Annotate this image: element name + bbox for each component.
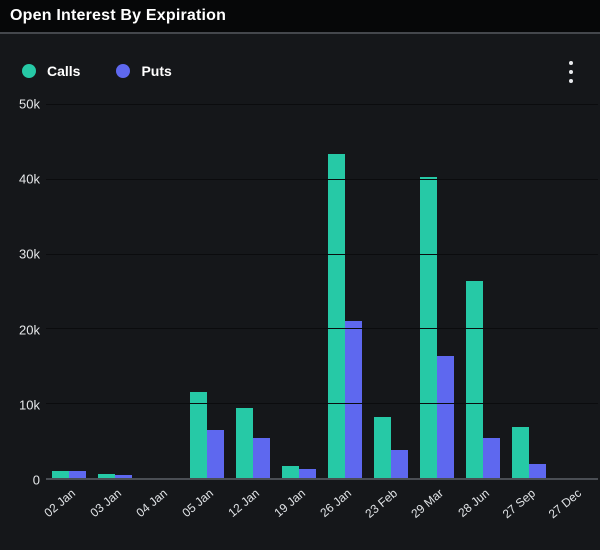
bar-group-05-jan [184, 104, 230, 478]
x-tick-03-jan: 03 Jan [87, 486, 124, 520]
gridline-30k [46, 253, 598, 255]
x-tick-26-jan: 26 Jan [317, 486, 354, 520]
y-tick-30k: 30k [19, 246, 40, 262]
bar-group-26-jan [322, 104, 368, 478]
bar-group-12-jan [230, 104, 276, 478]
bar-group-02-jan [46, 104, 92, 478]
bar-puts-28-jun[interactable] [483, 438, 500, 478]
bar-calls-23-feb[interactable] [374, 416, 391, 478]
bar-calls-05-jan[interactable] [190, 391, 207, 478]
x-tick-05-jan: 05 Jan [179, 486, 216, 520]
calls-legend-label: Calls [47, 63, 81, 79]
bar-groups [46, 104, 598, 478]
bar-group-03-jan [92, 104, 138, 478]
y-tick-0: 0 [32, 472, 40, 488]
gridline-20k [46, 328, 598, 330]
x-tick-27-dec: 27 Dec [545, 486, 584, 522]
x-tick-28-jun: 28 Jun [455, 486, 492, 520]
bar-group-04-jan [138, 104, 184, 478]
kebab-menu-icon[interactable] [564, 57, 578, 87]
bar-puts-23-feb[interactable] [391, 450, 408, 478]
bar-puts-03-jan[interactable] [115, 474, 132, 478]
y-tick-10k: 10k [19, 397, 40, 413]
bar-puts-27-sep[interactable] [529, 463, 546, 478]
bar-puts-29-mar[interactable] [437, 356, 454, 478]
y-axis-labels: 0 10k 20k 30k 40k 50k [0, 97, 40, 488]
x-tick-04-jan: 04 Jan [133, 486, 170, 520]
x-tick-27-sep: 27 Sep [499, 486, 538, 522]
bar-calls-29-mar[interactable] [420, 177, 437, 478]
y-tick-20k: 20k [19, 322, 40, 338]
y-tick-50k: 50k [19, 96, 40, 112]
chart-header: Open Interest By Expiration [0, 0, 600, 34]
x-tick-19-jan: 19 Jan [271, 486, 308, 520]
bar-calls-28-jun[interactable] [466, 281, 483, 478]
legend: Calls Puts [0, 56, 600, 86]
plot-area [46, 104, 598, 480]
bar-calls-27-sep[interactable] [512, 427, 529, 478]
bar-calls-19-jan[interactable] [282, 466, 299, 478]
gridline-40k [46, 178, 598, 180]
x-tick-23-feb: 23 Feb [362, 486, 400, 521]
puts-legend-label: Puts [141, 63, 172, 79]
gridline-10k [46, 403, 598, 405]
bar-group-27-sep [506, 104, 552, 478]
calls-legend-dot-icon [22, 64, 36, 78]
bar-group-19-jan [276, 104, 322, 478]
bar-group-27-dec [552, 104, 598, 478]
legend-item-calls[interactable]: Calls [22, 63, 80, 79]
y-tick-40k: 40k [19, 171, 40, 187]
bar-calls-02-jan[interactable] [52, 470, 69, 478]
bar-group-29-mar [414, 104, 460, 478]
bar-group-23-feb [368, 104, 414, 478]
page-title: Open Interest By Expiration [10, 7, 227, 24]
bar-group-28-jun [460, 104, 506, 478]
x-axis-labels: 02 Jan 03 Jan 04 Jan 05 Jan 12 Jan 19 Jan 26 J… [41, 486, 598, 546]
bar-puts-19-jan[interactable] [299, 469, 316, 478]
gridline-50k [46, 104, 598, 105]
legend-item-puts[interactable]: Puts [116, 63, 172, 79]
x-tick-12-jan: 12 Jan [225, 486, 262, 520]
bar-puts-05-jan[interactable] [207, 430, 224, 478]
bar-calls-03-jan[interactable] [98, 474, 115, 478]
bar-puts-02-jan[interactable] [69, 471, 86, 478]
bar-puts-12-jan[interactable] [253, 438, 270, 478]
x-tick-02-jan: 02 Jan [41, 486, 78, 520]
bar-puts-26-jan[interactable] [345, 320, 362, 478]
puts-legend-dot-icon [116, 64, 131, 78]
x-tick-29-mar: 29 Mar [408, 486, 446, 521]
bar-calls-26-jan[interactable] [328, 154, 345, 478]
bar-calls-12-jan[interactable] [236, 408, 253, 478]
